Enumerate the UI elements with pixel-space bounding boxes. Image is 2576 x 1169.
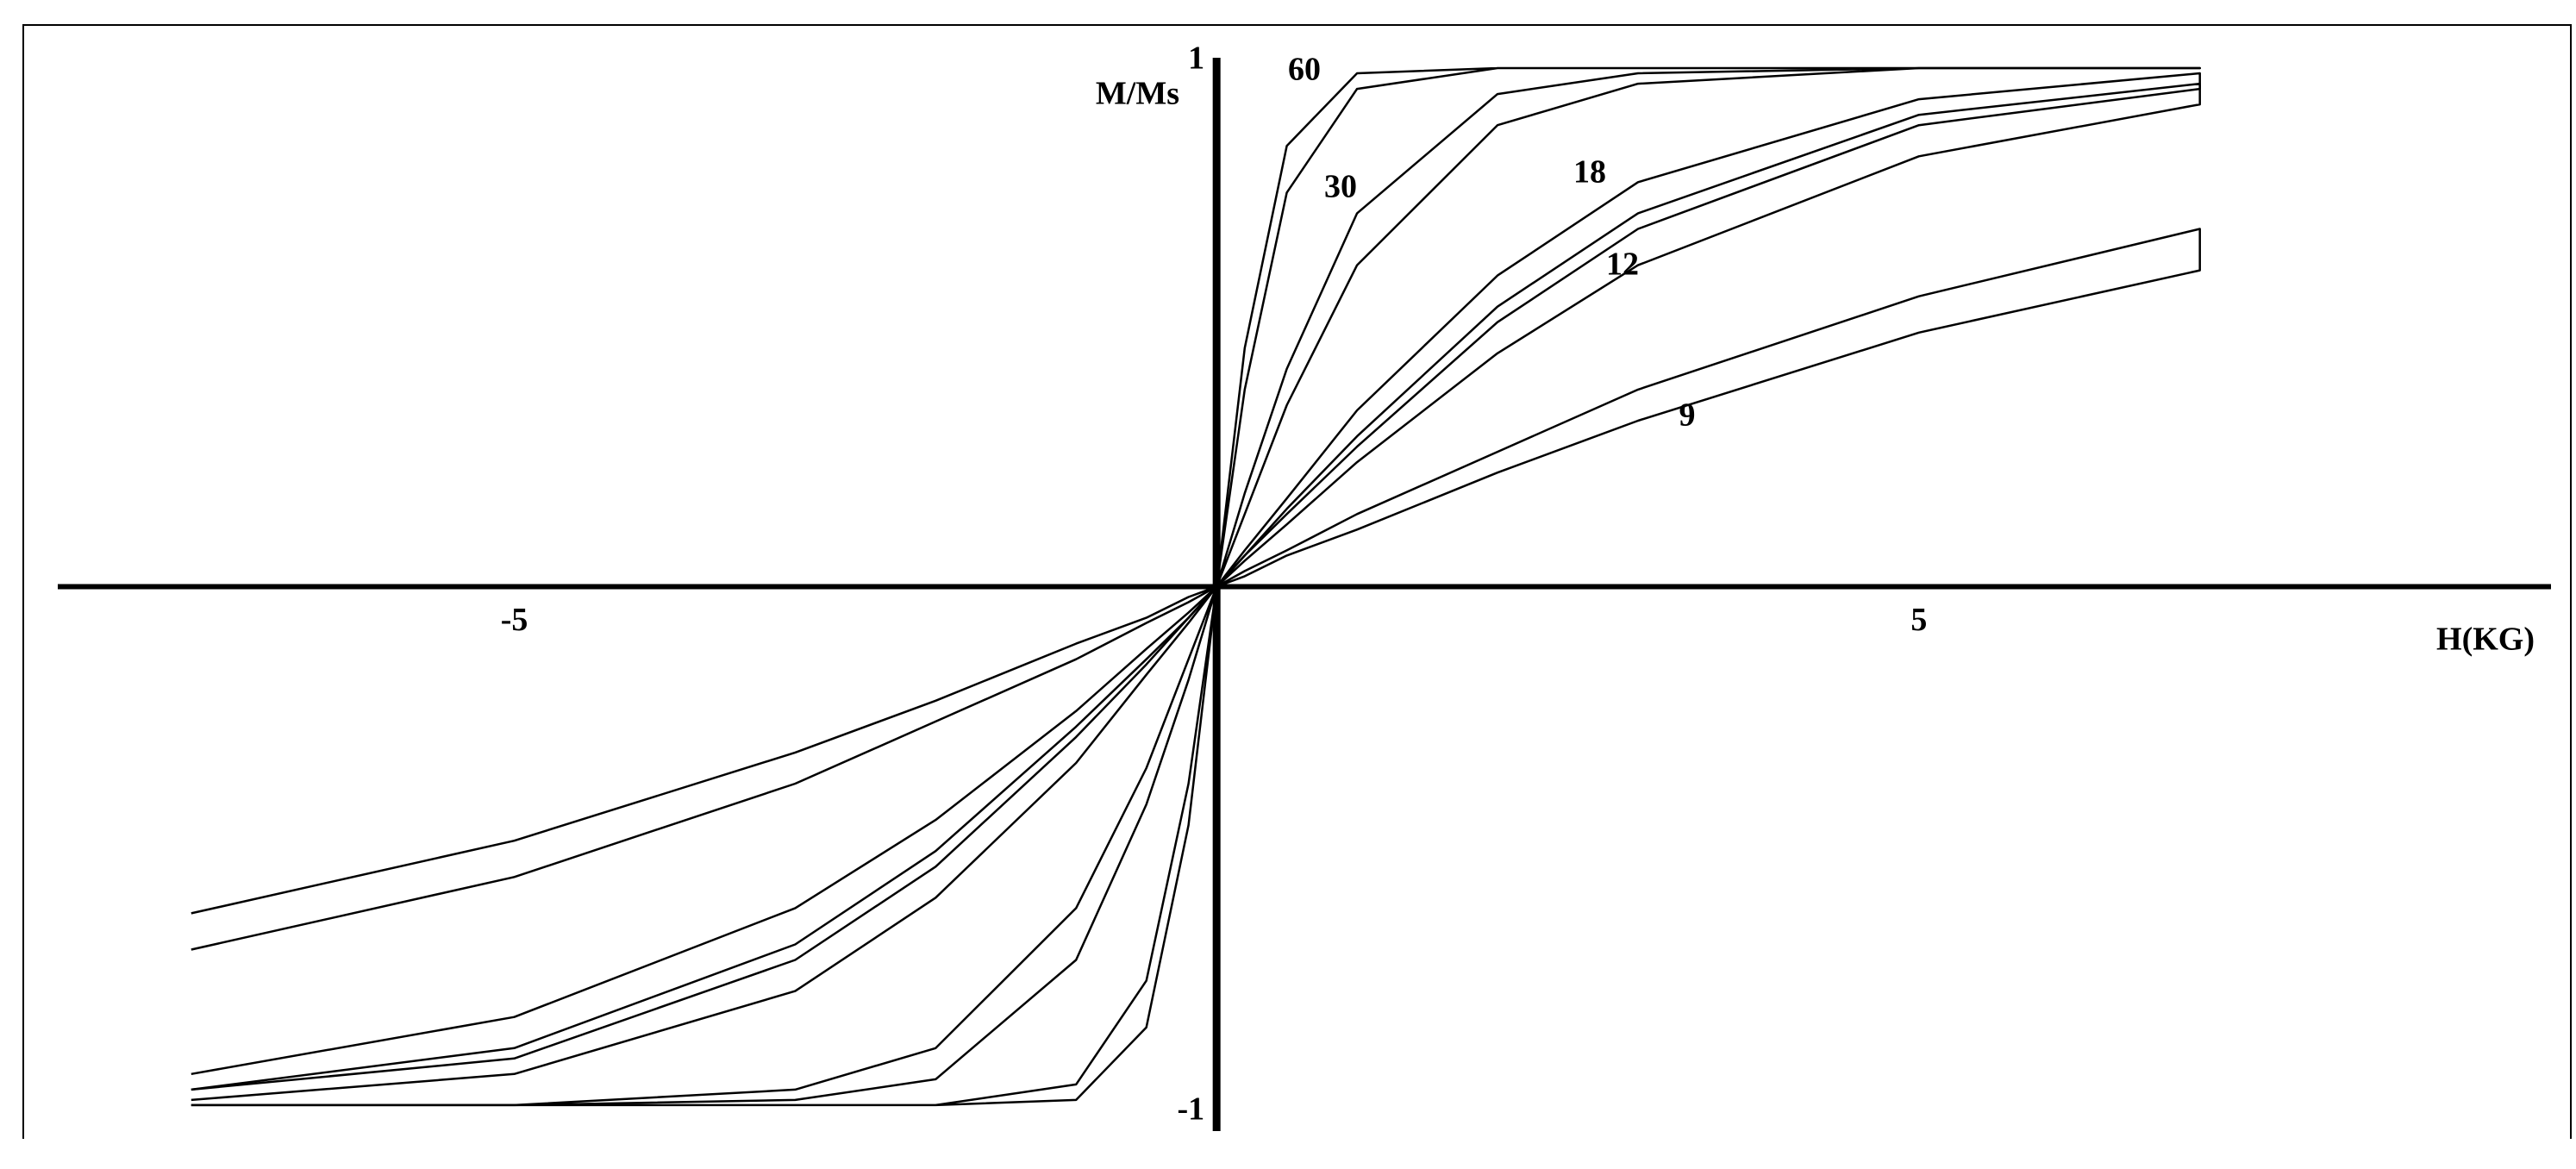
curve-label: 60 (1288, 52, 1321, 88)
curve-label: 18 (1573, 154, 1606, 191)
x-tick-label: 5 (1910, 602, 1927, 638)
curve-label: 9 (1679, 397, 1696, 434)
y-axis-label: M/Ms (1096, 76, 1179, 112)
frame (22, 24, 2572, 1139)
curve-label: 30 (1324, 169, 1357, 205)
loop-curve (191, 82, 2201, 1091)
loop-curve (191, 228, 2201, 951)
y-tick-label: -1 (1178, 1091, 1205, 1128)
y-tick-label: 1 (1188, 41, 1204, 77)
x-axis-label: H(KG) (2436, 622, 2535, 658)
loop-curve (191, 66, 2201, 1107)
x-tick-label: -5 (501, 602, 528, 638)
loop-curve (191, 72, 2201, 1102)
curve-label: 12 (1606, 247, 1639, 283)
